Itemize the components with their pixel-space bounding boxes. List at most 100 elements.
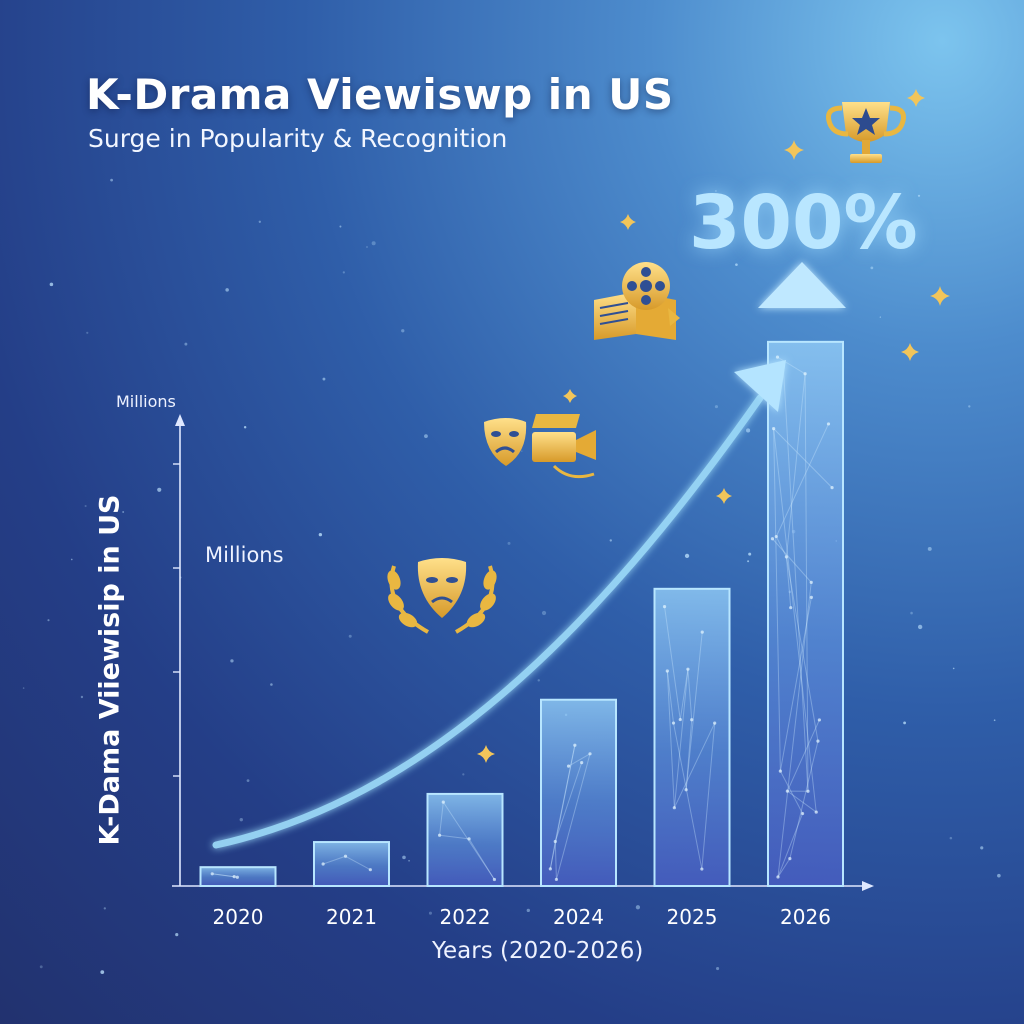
dust-particle (968, 405, 971, 408)
bar-network-pattern (662, 604, 717, 871)
dust-particle (122, 511, 125, 513)
dust-particle (735, 263, 738, 266)
dust-particle (714, 405, 718, 409)
bar-2022 (426, 792, 504, 888)
dust-particle (747, 560, 750, 563)
dust-particle (366, 246, 368, 248)
sparkle-icon (563, 389, 577, 403)
dust-particle (609, 539, 612, 542)
y-axis-title: K-Dama Viiewisip in US (94, 494, 126, 846)
bar-series (199, 340, 844, 888)
dust-particle (424, 434, 428, 439)
dust-particle (401, 329, 405, 333)
sparkle-icon (477, 745, 495, 763)
dust-particle (910, 611, 913, 615)
dust-particle (927, 546, 932, 551)
dust-particle (84, 504, 87, 508)
dust-particle (402, 855, 406, 860)
dust-particle (184, 342, 188, 346)
sparkle-icon (716, 488, 732, 504)
trophy-icon (826, 102, 906, 163)
dust-particle (993, 719, 996, 722)
x-tick-labels: 2020 2021 2022 2024 2025 2026 (213, 905, 831, 929)
axes (172, 414, 874, 891)
bar-2026 (767, 340, 844, 888)
dust-particle (870, 266, 874, 270)
sparkle-icon (907, 89, 925, 107)
dust-particle (86, 331, 89, 334)
dust-particle (157, 487, 162, 492)
dust-particle (526, 908, 530, 913)
dust-particle (371, 241, 376, 246)
dust-particle (342, 271, 345, 274)
bar-2025 (653, 587, 731, 887)
dust-particle (348, 634, 352, 638)
x-tick-label-2022: 2022 (440, 905, 491, 929)
bar-network-pattern (770, 355, 834, 879)
dust-particle (110, 178, 113, 182)
dust-particle (746, 428, 751, 433)
dust-particle (428, 911, 432, 915)
chart-subtitle: Surge in Popularity & Recognition (88, 124, 508, 153)
dust-particle (239, 817, 243, 822)
growth-arrow-head (734, 360, 786, 412)
dust-particle (903, 721, 907, 725)
dust-particle (507, 541, 511, 545)
dust-particle (917, 194, 921, 197)
bar-network-pattern (437, 800, 497, 882)
growth-arrow-line (212, 394, 764, 849)
chart-title: K-Drama Viewiswp in US (86, 70, 674, 119)
growth-callout: 300% (689, 180, 918, 266)
dust-particle (684, 553, 690, 559)
y-axis-arrowhead (175, 414, 185, 426)
dust-particle (952, 667, 955, 670)
dust-particle (748, 552, 752, 556)
dust-particle (716, 966, 720, 971)
drama-mask-camera-icon (484, 414, 596, 479)
sparkle-icon (901, 343, 919, 361)
dust-particle (243, 426, 247, 429)
x-tick-label-2026: 2026 (780, 905, 831, 929)
dust-particle (980, 846, 984, 850)
dust-particle (230, 659, 234, 663)
dust-particle (949, 836, 953, 840)
dust-particle (22, 687, 25, 689)
sparkle-icon (784, 140, 804, 160)
star-dust (22, 178, 1001, 974)
dust-particle (70, 558, 73, 561)
x-tick-label-2025: 2025 (667, 905, 718, 929)
dust-particle (997, 873, 1001, 878)
x-tick-label-2024: 2024 (553, 905, 604, 929)
dust-particle (408, 859, 410, 862)
x-tick-label-2020: 2020 (213, 905, 264, 929)
dust-particle (729, 221, 732, 224)
dust-particle (537, 679, 540, 682)
dust-particle (225, 288, 229, 292)
dust-particle (270, 683, 273, 686)
dust-particle (318, 532, 323, 537)
sparkle-icon (620, 214, 636, 230)
film-reel-book-icon (594, 262, 680, 340)
bar-network-pattern (321, 854, 372, 872)
inner-unit-label: Millions (205, 543, 284, 567)
y-axis-unit: Millions (116, 392, 176, 411)
bar-network-pattern (210, 872, 239, 879)
dust-particle (258, 220, 261, 223)
dust-particle (103, 907, 106, 910)
bar-2024 (540, 698, 617, 887)
dust-particle (39, 965, 43, 969)
drama-mask-laurel-icon (387, 558, 497, 634)
dust-particle (462, 773, 465, 776)
bar-2021 (313, 841, 390, 887)
big-bar-arrowhead (758, 262, 846, 308)
dust-particle (322, 377, 326, 381)
dust-particle (879, 316, 881, 318)
dust-particle (47, 619, 50, 622)
dust-particle (521, 450, 523, 452)
dust-particle (246, 779, 250, 782)
dust-particle (100, 970, 105, 974)
dust-particle (339, 225, 342, 228)
dust-particle (175, 933, 179, 937)
